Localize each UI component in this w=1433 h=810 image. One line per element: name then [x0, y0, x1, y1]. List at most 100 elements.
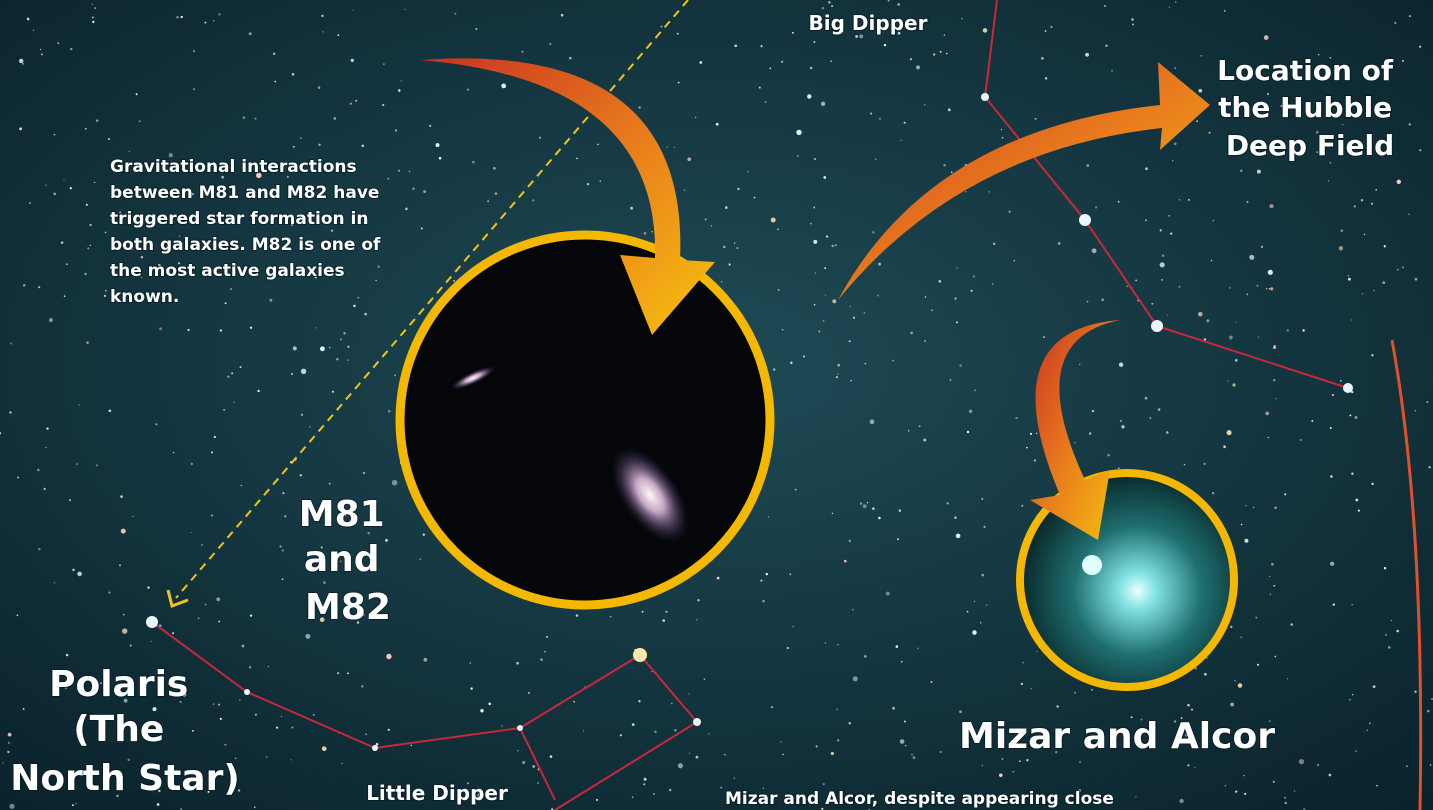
star [900, 739, 905, 744]
star [539, 137, 541, 139]
star [1430, 764, 1431, 765]
star [1406, 765, 1408, 767]
star [1394, 22, 1396, 24]
star [1058, 242, 1061, 245]
star [959, 364, 962, 367]
star [910, 332, 913, 335]
star [1300, 439, 1301, 440]
star [291, 727, 293, 729]
star [1358, 509, 1360, 511]
star [688, 693, 689, 694]
star [1151, 303, 1153, 305]
star [439, 157, 442, 160]
star [832, 513, 833, 514]
star [1167, 315, 1168, 316]
star [1269, 204, 1273, 208]
star [544, 651, 546, 653]
star [1211, 260, 1213, 262]
star [654, 731, 657, 734]
star [1030, 433, 1032, 435]
star [642, 611, 644, 613]
star [337, 672, 339, 674]
star [639, 106, 641, 108]
star [528, 692, 530, 694]
star [651, 231, 653, 233]
star [1339, 246, 1344, 251]
star [823, 320, 825, 322]
star [157, 803, 160, 806]
label-line: M81 [299, 494, 385, 535]
star [1287, 678, 1288, 679]
star [1184, 464, 1185, 465]
star [146, 616, 158, 628]
star [104, 295, 106, 297]
star [1204, 673, 1207, 676]
star [1258, 336, 1259, 337]
star [1179, 799, 1183, 803]
star [911, 754, 912, 755]
star [760, 580, 762, 582]
star [1101, 298, 1104, 301]
star [1079, 761, 1081, 763]
star [305, 634, 310, 639]
star [1095, 206, 1097, 208]
star [181, 16, 183, 18]
star [350, 103, 352, 105]
star [412, 188, 414, 190]
star [796, 130, 801, 135]
star [1240, 170, 1242, 172]
star [1330, 162, 1332, 164]
star [828, 1, 830, 3]
star [956, 534, 961, 539]
star [1105, 45, 1107, 47]
star [54, 134, 56, 136]
star [661, 26, 663, 28]
star [653, 793, 655, 795]
star [1273, 379, 1275, 381]
star [411, 745, 413, 747]
description-line: both galaxies. M82 is one of [110, 235, 381, 255]
star [967, 611, 969, 613]
star [938, 280, 941, 283]
star [273, 53, 275, 55]
star [946, 53, 947, 54]
star [677, 33, 679, 35]
star [453, 280, 455, 282]
star [665, 611, 667, 613]
star [823, 176, 826, 179]
star [423, 190, 426, 193]
star [315, 327, 316, 328]
star [1187, 704, 1190, 707]
star [1355, 499, 1358, 502]
star [931, 309, 933, 311]
star [1294, 790, 1296, 792]
star [1330, 562, 1334, 566]
star [1355, 416, 1358, 419]
star [121, 529, 126, 534]
star [674, 729, 677, 732]
label: Location of the Hubble Deep Field [1217, 54, 1403, 162]
star [644, 778, 647, 781]
star [1036, 651, 1037, 652]
star [1245, 505, 1246, 506]
star [321, 15, 323, 17]
star [1330, 427, 1332, 429]
star [1311, 420, 1313, 422]
star [409, 171, 411, 173]
star [282, 549, 284, 551]
star [546, 636, 548, 638]
star [224, 744, 226, 746]
star [768, 516, 769, 517]
star [108, 592, 110, 594]
star [365, 733, 367, 735]
star [77, 572, 82, 577]
star [300, 137, 301, 138]
star [487, 200, 489, 202]
star [17, 476, 19, 478]
star [695, 117, 696, 118]
star [343, 332, 345, 334]
star [781, 61, 783, 63]
star [813, 41, 815, 43]
star [218, 13, 221, 16]
star [19, 59, 23, 63]
